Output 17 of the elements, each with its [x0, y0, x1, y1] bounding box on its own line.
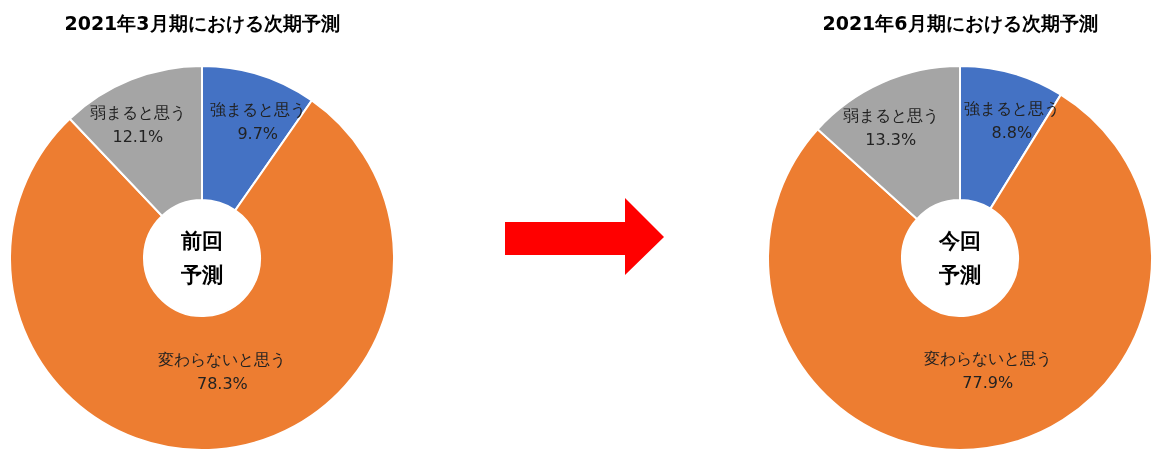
slice-label: 弱まると思う: [89, 103, 186, 123]
data-label: 77.9%: [962, 373, 1014, 393]
text: 今回: [938, 229, 981, 253]
chart-title: 2021年6月期における次期予測: [822, 12, 1098, 34]
text: 前回: [180, 229, 223, 253]
slice-label: 強まると思う: [209, 99, 306, 119]
data-label: 9.7%: [237, 123, 279, 143]
data-label: 13.3%: [865, 129, 917, 149]
data-label: 78.3%: [196, 374, 248, 394]
data-label: 12.1%: [112, 127, 164, 147]
text: 予測: [180, 263, 223, 287]
text: 予測: [938, 263, 981, 287]
slice-label: 弱まると思う: [842, 105, 939, 125]
chart-title: 2021年3月期における次期予測: [64, 12, 340, 34]
slice-label: 変わらないと思う: [158, 350, 287, 370]
slice-label: 変わらないと思う: [923, 349, 1052, 369]
data-label: 8.8%: [991, 122, 1033, 142]
